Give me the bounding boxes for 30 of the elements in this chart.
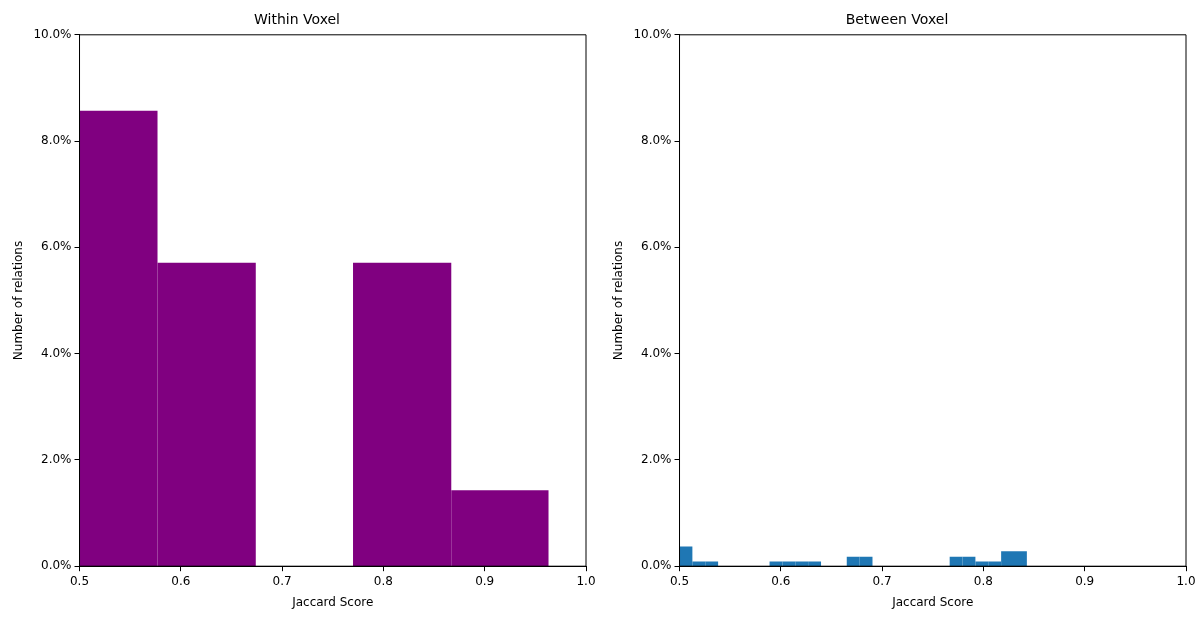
x-tick-label: 1.0 bbox=[1176, 573, 1196, 588]
x-axis-title: Jaccard Score bbox=[291, 594, 374, 609]
x-tick-label: 0.5 bbox=[669, 573, 690, 588]
x-tick-label: 0.6 bbox=[171, 573, 191, 588]
x-tick-label: 0.7 bbox=[272, 573, 292, 588]
y-tick-label: 0.0% bbox=[41, 558, 72, 573]
x-axis-title: Jaccard Score bbox=[891, 594, 974, 609]
x-tick-label: 0.5 bbox=[69, 573, 90, 588]
y-tick-label: 4.0% bbox=[641, 345, 672, 360]
y-tick-label: 8.0% bbox=[41, 133, 72, 148]
x-tick-label: 0.7 bbox=[872, 573, 892, 588]
y-axis-title: Number of relations bbox=[611, 240, 626, 361]
x-tick-label: 0.6 bbox=[771, 573, 791, 588]
y-tick-label: 10.0% bbox=[33, 26, 72, 41]
y-tick-label: 6.0% bbox=[641, 239, 672, 254]
y-tick-label: 2.0% bbox=[41, 452, 72, 467]
y-tick-label: 2.0% bbox=[641, 452, 672, 467]
y-tick-label: 10.0% bbox=[633, 26, 672, 41]
x-tick-label: 1.0 bbox=[576, 573, 596, 588]
y-tick-label: 4.0% bbox=[41, 345, 72, 360]
y-tick-label: 8.0% bbox=[641, 133, 672, 148]
x-tick-label: 0.9 bbox=[475, 573, 495, 588]
y-tick-label: 0.0% bbox=[641, 558, 672, 573]
x-tick-label: 0.9 bbox=[1075, 573, 1095, 588]
x-tick-label: 0.8 bbox=[973, 573, 993, 588]
y-tick-label: 6.0% bbox=[41, 239, 72, 254]
chart-title: Between Voxel bbox=[845, 11, 949, 28]
x-tick-label: 0.8 bbox=[373, 573, 393, 588]
y-axis-title: Number of relations bbox=[11, 240, 26, 361]
chart-title: Within Voxel bbox=[254, 11, 340, 28]
